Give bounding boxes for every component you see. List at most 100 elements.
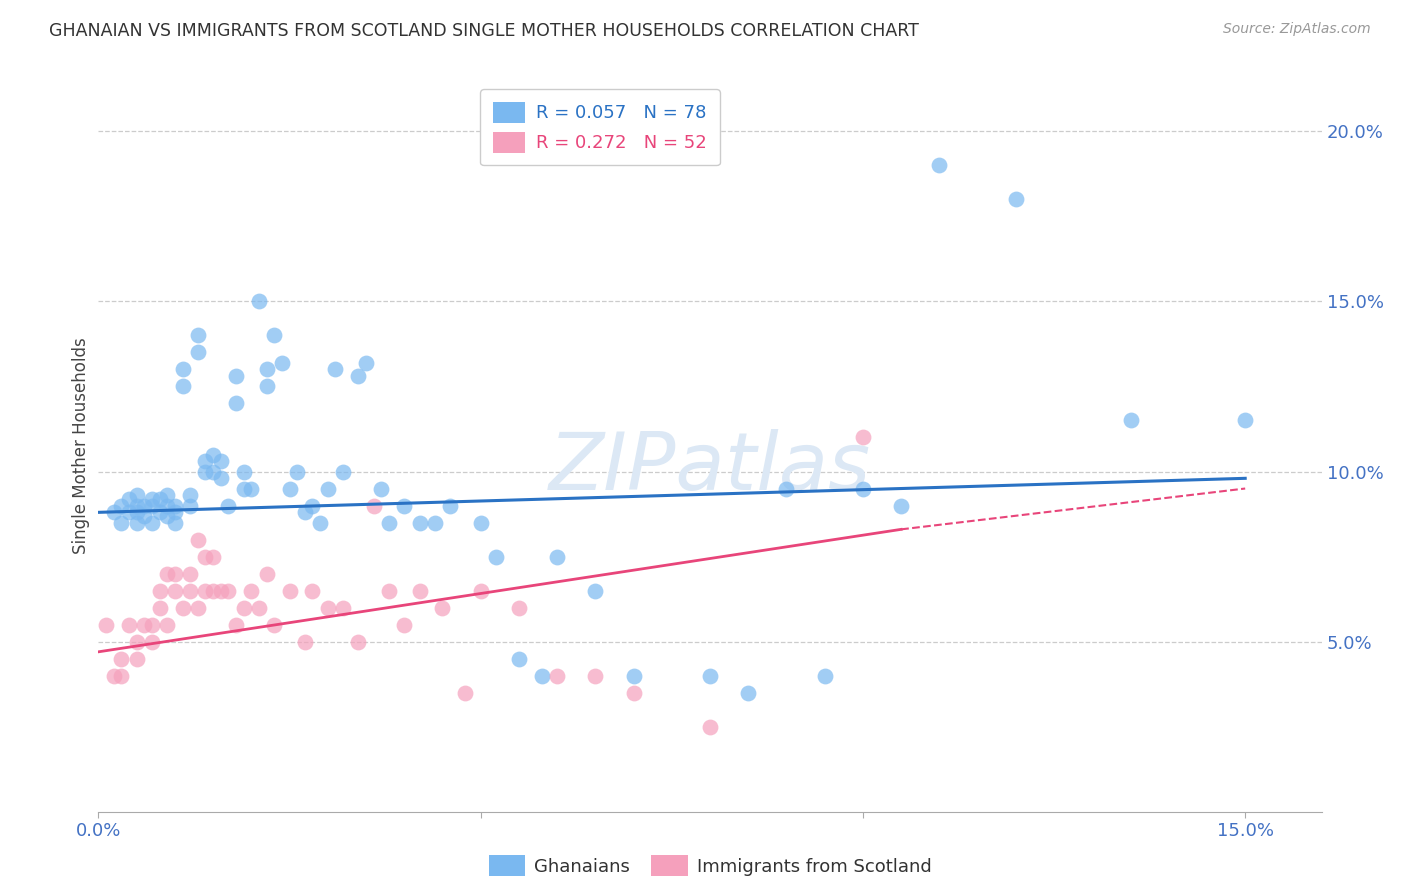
Point [294,634,316,648]
Point [118,505,141,519]
Point [125,505,148,519]
Point [141,499,163,513]
Point [332,465,354,479]
Point [1234,413,1257,427]
Point [583,583,606,598]
Point [225,617,247,632]
Point [209,583,232,598]
Point [240,482,263,496]
Point [814,668,837,682]
Point [172,379,194,393]
Point [530,668,553,682]
Point [270,356,294,370]
Point [699,668,721,682]
Point [1004,192,1026,206]
Point [103,505,125,519]
Point [232,465,254,479]
Point [156,488,179,502]
Point [470,583,492,598]
Point [225,396,247,410]
Point [623,668,645,682]
Point [163,499,186,513]
Point [263,328,285,343]
Point [110,499,132,513]
Point [392,499,416,513]
Point [179,583,201,598]
Point [347,369,370,384]
Point [194,454,217,468]
Point [172,600,194,615]
Y-axis label: Single Mother Households: Single Mother Households [72,338,90,554]
Point [378,516,401,530]
Point [890,499,912,513]
Point [134,499,156,513]
Point [737,686,759,700]
Point [187,328,209,343]
Point [316,482,339,496]
Point [179,499,201,513]
Point [94,617,117,632]
Point [354,356,377,370]
Point [209,454,232,468]
Point [247,294,270,309]
Point [699,720,721,734]
Point [163,505,186,519]
Point [125,516,148,530]
Point [432,600,454,615]
Point [156,566,179,581]
Point [125,634,148,648]
Point [179,566,201,581]
Point [209,471,232,485]
Point [194,549,217,564]
Point [278,482,301,496]
Point [263,617,285,632]
Point [508,651,530,665]
Point [149,491,172,506]
Point [118,491,141,506]
Legend: Ghanaians, Immigrants from Scotland: Ghanaians, Immigrants from Scotland [481,848,939,883]
Point [470,516,492,530]
Point [202,583,225,598]
Point [378,583,401,598]
Point [217,499,239,513]
Point [141,617,163,632]
Point [125,651,148,665]
Point [508,600,530,615]
Point [232,482,254,496]
Point [134,508,156,523]
Point [623,686,645,700]
Point [256,362,278,376]
Point [423,516,446,530]
Point [347,634,370,648]
Point [454,686,477,700]
Point [134,617,156,632]
Point [187,345,209,359]
Point [141,516,163,530]
Point [110,651,132,665]
Point [110,516,132,530]
Point [256,379,278,393]
Point [363,499,385,513]
Point [125,488,148,502]
Point [775,482,797,496]
Point [149,600,172,615]
Point [149,583,172,598]
Point [156,499,179,513]
Point [316,600,339,615]
Point [408,516,430,530]
Point [202,465,225,479]
Point [485,549,508,564]
Point [194,583,217,598]
Point [278,583,301,598]
Point [240,583,263,598]
Point [546,549,568,564]
Point [141,491,163,506]
Point [408,583,430,598]
Point [172,362,194,376]
Point [141,634,163,648]
Point [118,617,141,632]
Point [163,516,186,530]
Point [202,448,225,462]
Point [1119,413,1142,427]
Point [125,499,148,513]
